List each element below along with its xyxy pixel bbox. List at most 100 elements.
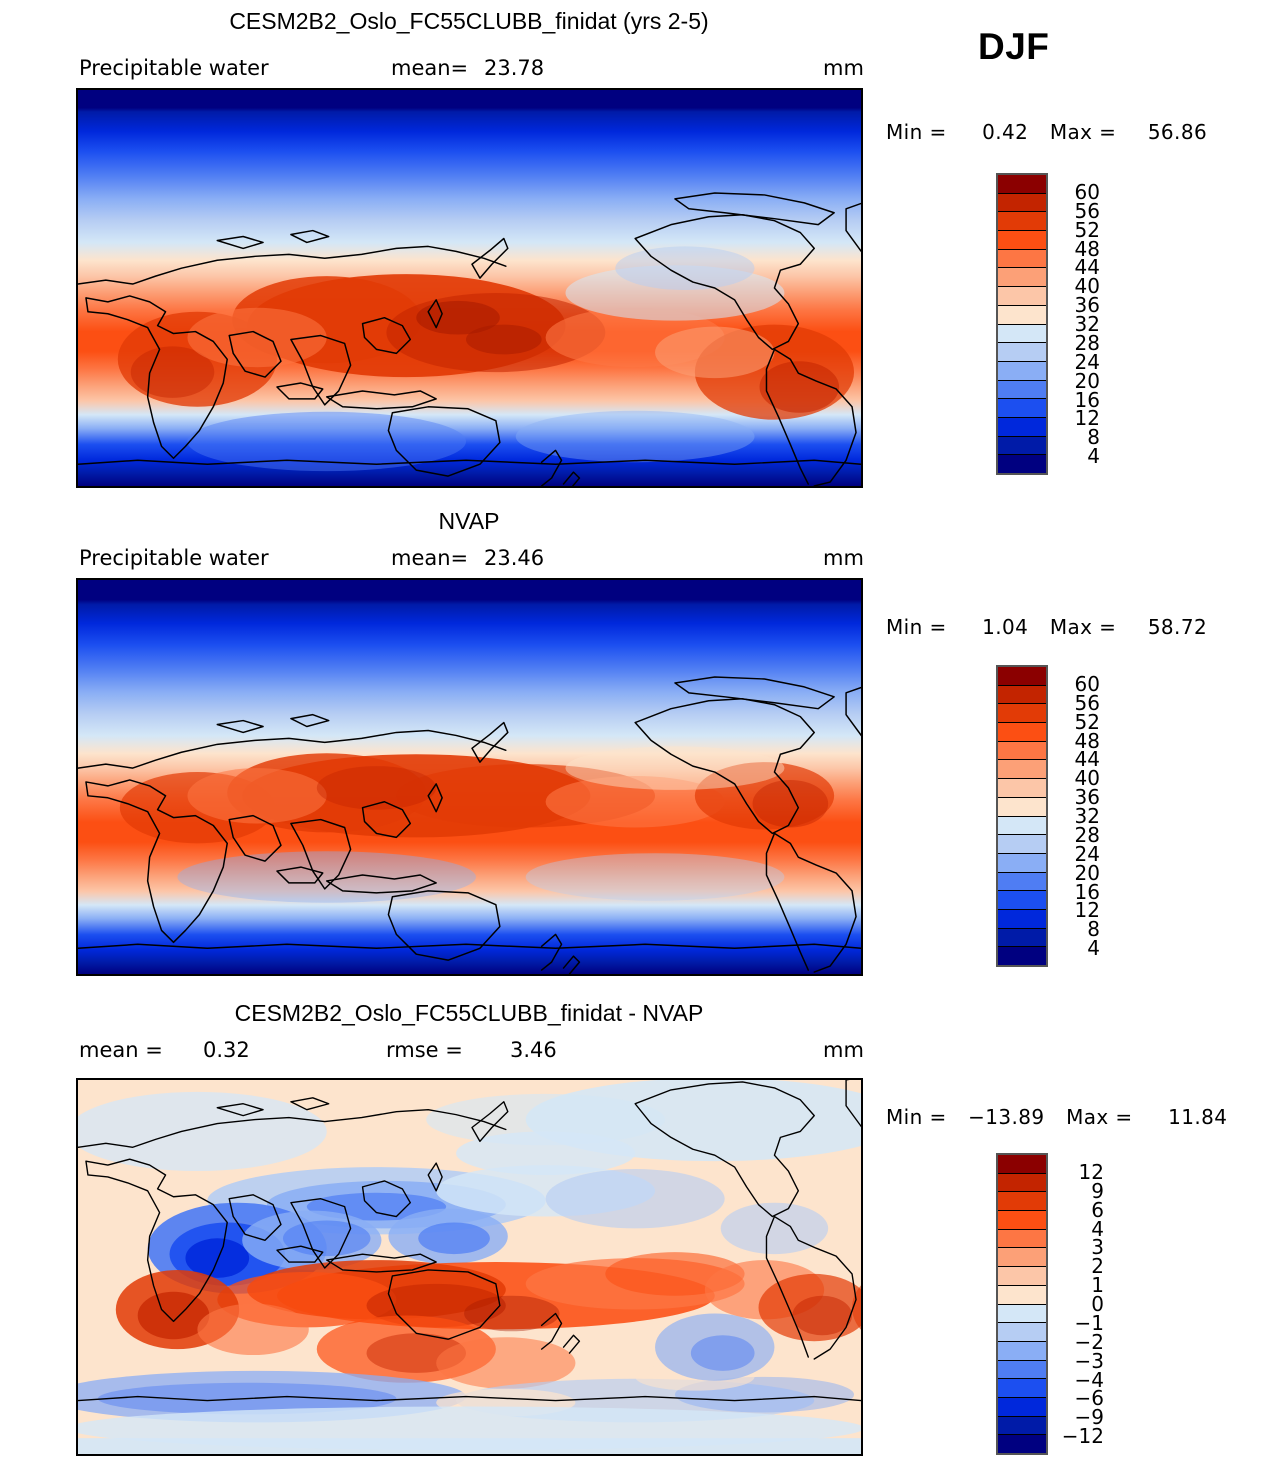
colorbar-tick-label: 4 (1087, 936, 1100, 961)
colorbar-band (998, 305, 1046, 325)
colorbar-band (998, 1341, 1046, 1361)
colorbar-band (998, 835, 1046, 854)
colorbar-labels-model: 60 56 52 48 44 40 36 32 28 24 20 16 12 8 4 (1052, 173, 1100, 475)
map-canvas-obs (78, 580, 861, 974)
colorbar-band (998, 685, 1046, 705)
colorbar-band (998, 1397, 1046, 1417)
colorbar-band (998, 1416, 1046, 1436)
minmax-obs: Min = 1.04 Max = 58.72 (886, 615, 1207, 639)
colorbar-tick-label: 4 (1087, 444, 1100, 469)
colorbar-tick-label: 12 (1074, 898, 1100, 923)
colorbar-band (998, 343, 1046, 362)
colorbar-tick-label: 52 (1074, 217, 1100, 242)
colorbar-tick-label: 20 (1074, 368, 1100, 393)
colorbar-band (998, 268, 1046, 288)
mean-label-obs: mean= (391, 546, 469, 570)
colorbar-band (998, 417, 1046, 437)
variable-label-obs: Precipitable water (79, 546, 269, 570)
colorbar-band (998, 231, 1046, 250)
colorbar-band (998, 797, 1046, 817)
colorbar-band (998, 1285, 1046, 1305)
units-label-model: mm (823, 56, 864, 80)
colorbar-tick-label: 12 (1074, 406, 1100, 431)
colorbar-tick-label: 8 (1087, 917, 1100, 942)
colorbar-band (998, 1173, 1046, 1193)
colorbar-tick-label: 6 (1091, 1197, 1104, 1222)
min-value-model: 0.42 (982, 120, 1029, 144)
colorbar-tick-label: 52 (1074, 709, 1100, 734)
colorbar-model (996, 173, 1048, 475)
colorbar-tick-label: 40 (1074, 274, 1100, 299)
colorbar-band (998, 1379, 1046, 1398)
colorbar-tick-label: −1 (1074, 1310, 1104, 1335)
colorbar-band (998, 380, 1046, 400)
colorbar-tick-label: −9 (1074, 1405, 1104, 1430)
units-label-obs: mm (823, 546, 864, 570)
map-panel-model (76, 88, 863, 488)
colorbar-band (998, 853, 1046, 873)
panel-subrow-difference: mean = 0.32 rmse = 3.46 mm (76, 1038, 876, 1064)
mean-label-model: mean= (391, 56, 469, 80)
panel-subrow-model: Precipitable water mean= 23.78 mm (76, 56, 876, 82)
mean-value-difference: 0.32 (203, 1038, 250, 1062)
colorbar-band (998, 1192, 1046, 1212)
colorbar-band (998, 1360, 1046, 1380)
colorbar-band (998, 741, 1046, 761)
colorbar-band (998, 723, 1046, 742)
colorbar-tick-label: 8 (1087, 425, 1100, 450)
colorbar-tick-label: 56 (1074, 198, 1100, 223)
colorbar-tick-label: 12 (1078, 1159, 1104, 1184)
colorbar-difference (996, 1153, 1048, 1455)
colorbar-band (998, 1211, 1046, 1230)
max-label-model: Max = (1049, 120, 1117, 144)
colorbar-tick-label: 48 (1074, 236, 1100, 261)
colorbar-obs (996, 665, 1048, 967)
panel-title-obs: NVAP (438, 508, 500, 534)
max-label-obs: Max = (1049, 615, 1117, 639)
colorbar-band (998, 928, 1046, 948)
colorbar-band (998, 1267, 1046, 1286)
colorbar-band (998, 324, 1046, 344)
colorbar-band (998, 1304, 1046, 1324)
colorbar-labels-difference: 12 9 6 4 3 2 1 0 −1 −2 −3 −4 −6 −9 −12 (1052, 1153, 1104, 1455)
colorbar-band (998, 947, 1046, 965)
minmax-difference: Min = −13.89 Max = 11.84 (886, 1105, 1227, 1129)
panel-title-model: CESM2B2_Oslo_FC55CLUBB_finidat (yrs 2-5) (229, 8, 709, 34)
colorbar-band (998, 436, 1046, 456)
min-value-difference: −13.89 (968, 1105, 1045, 1129)
min-value-obs: 1.04 (982, 615, 1029, 639)
min-label-obs: Min = (886, 615, 947, 639)
colorbar-tick-label: −4 (1074, 1367, 1104, 1392)
colorbar-tick-label: −6 (1074, 1386, 1104, 1411)
colorbar-band (998, 212, 1046, 232)
colorbar-tick-label: 44 (1074, 255, 1100, 280)
colorbar-band (998, 1435, 1046, 1453)
colorbar-tick-label: 40 (1074, 766, 1100, 791)
colorbar-tick-label: 36 (1074, 293, 1100, 318)
colorbar-tick-label: 1 (1091, 1273, 1104, 1298)
colorbar-tick-label: 32 (1074, 804, 1100, 828)
colorbar-tick-label: 28 (1074, 822, 1100, 847)
mean-label-difference: mean = (79, 1038, 163, 1062)
minmax-model: Min = 0.42 Max = 56.86 (886, 120, 1207, 144)
colorbar-tick-label: 36 (1074, 785, 1100, 810)
colorbar-band (998, 909, 1046, 929)
colorbar-tick-label: −3 (1074, 1348, 1104, 1373)
colorbar-tick-label: 9 (1091, 1178, 1104, 1203)
colorbar-band (998, 704, 1046, 724)
colorbar-band (998, 287, 1046, 306)
colorbar-tick-label: 28 (1074, 330, 1100, 355)
colorbar-band (998, 455, 1046, 473)
units-label-difference: mm (823, 1038, 864, 1062)
colorbar-tick-label: 4 (1091, 1216, 1104, 1241)
colorbar-band (998, 779, 1046, 798)
colorbar-tick-label: 48 (1074, 728, 1100, 753)
colorbar-band (998, 1323, 1046, 1342)
colorbar-band (998, 399, 1046, 418)
colorbar-band (998, 816, 1046, 836)
colorbar-tick-label: −2 (1074, 1329, 1104, 1354)
colorbar-band (998, 175, 1046, 194)
colorbar-tick-label: 20 (1074, 860, 1100, 885)
colorbar-band (998, 193, 1046, 213)
